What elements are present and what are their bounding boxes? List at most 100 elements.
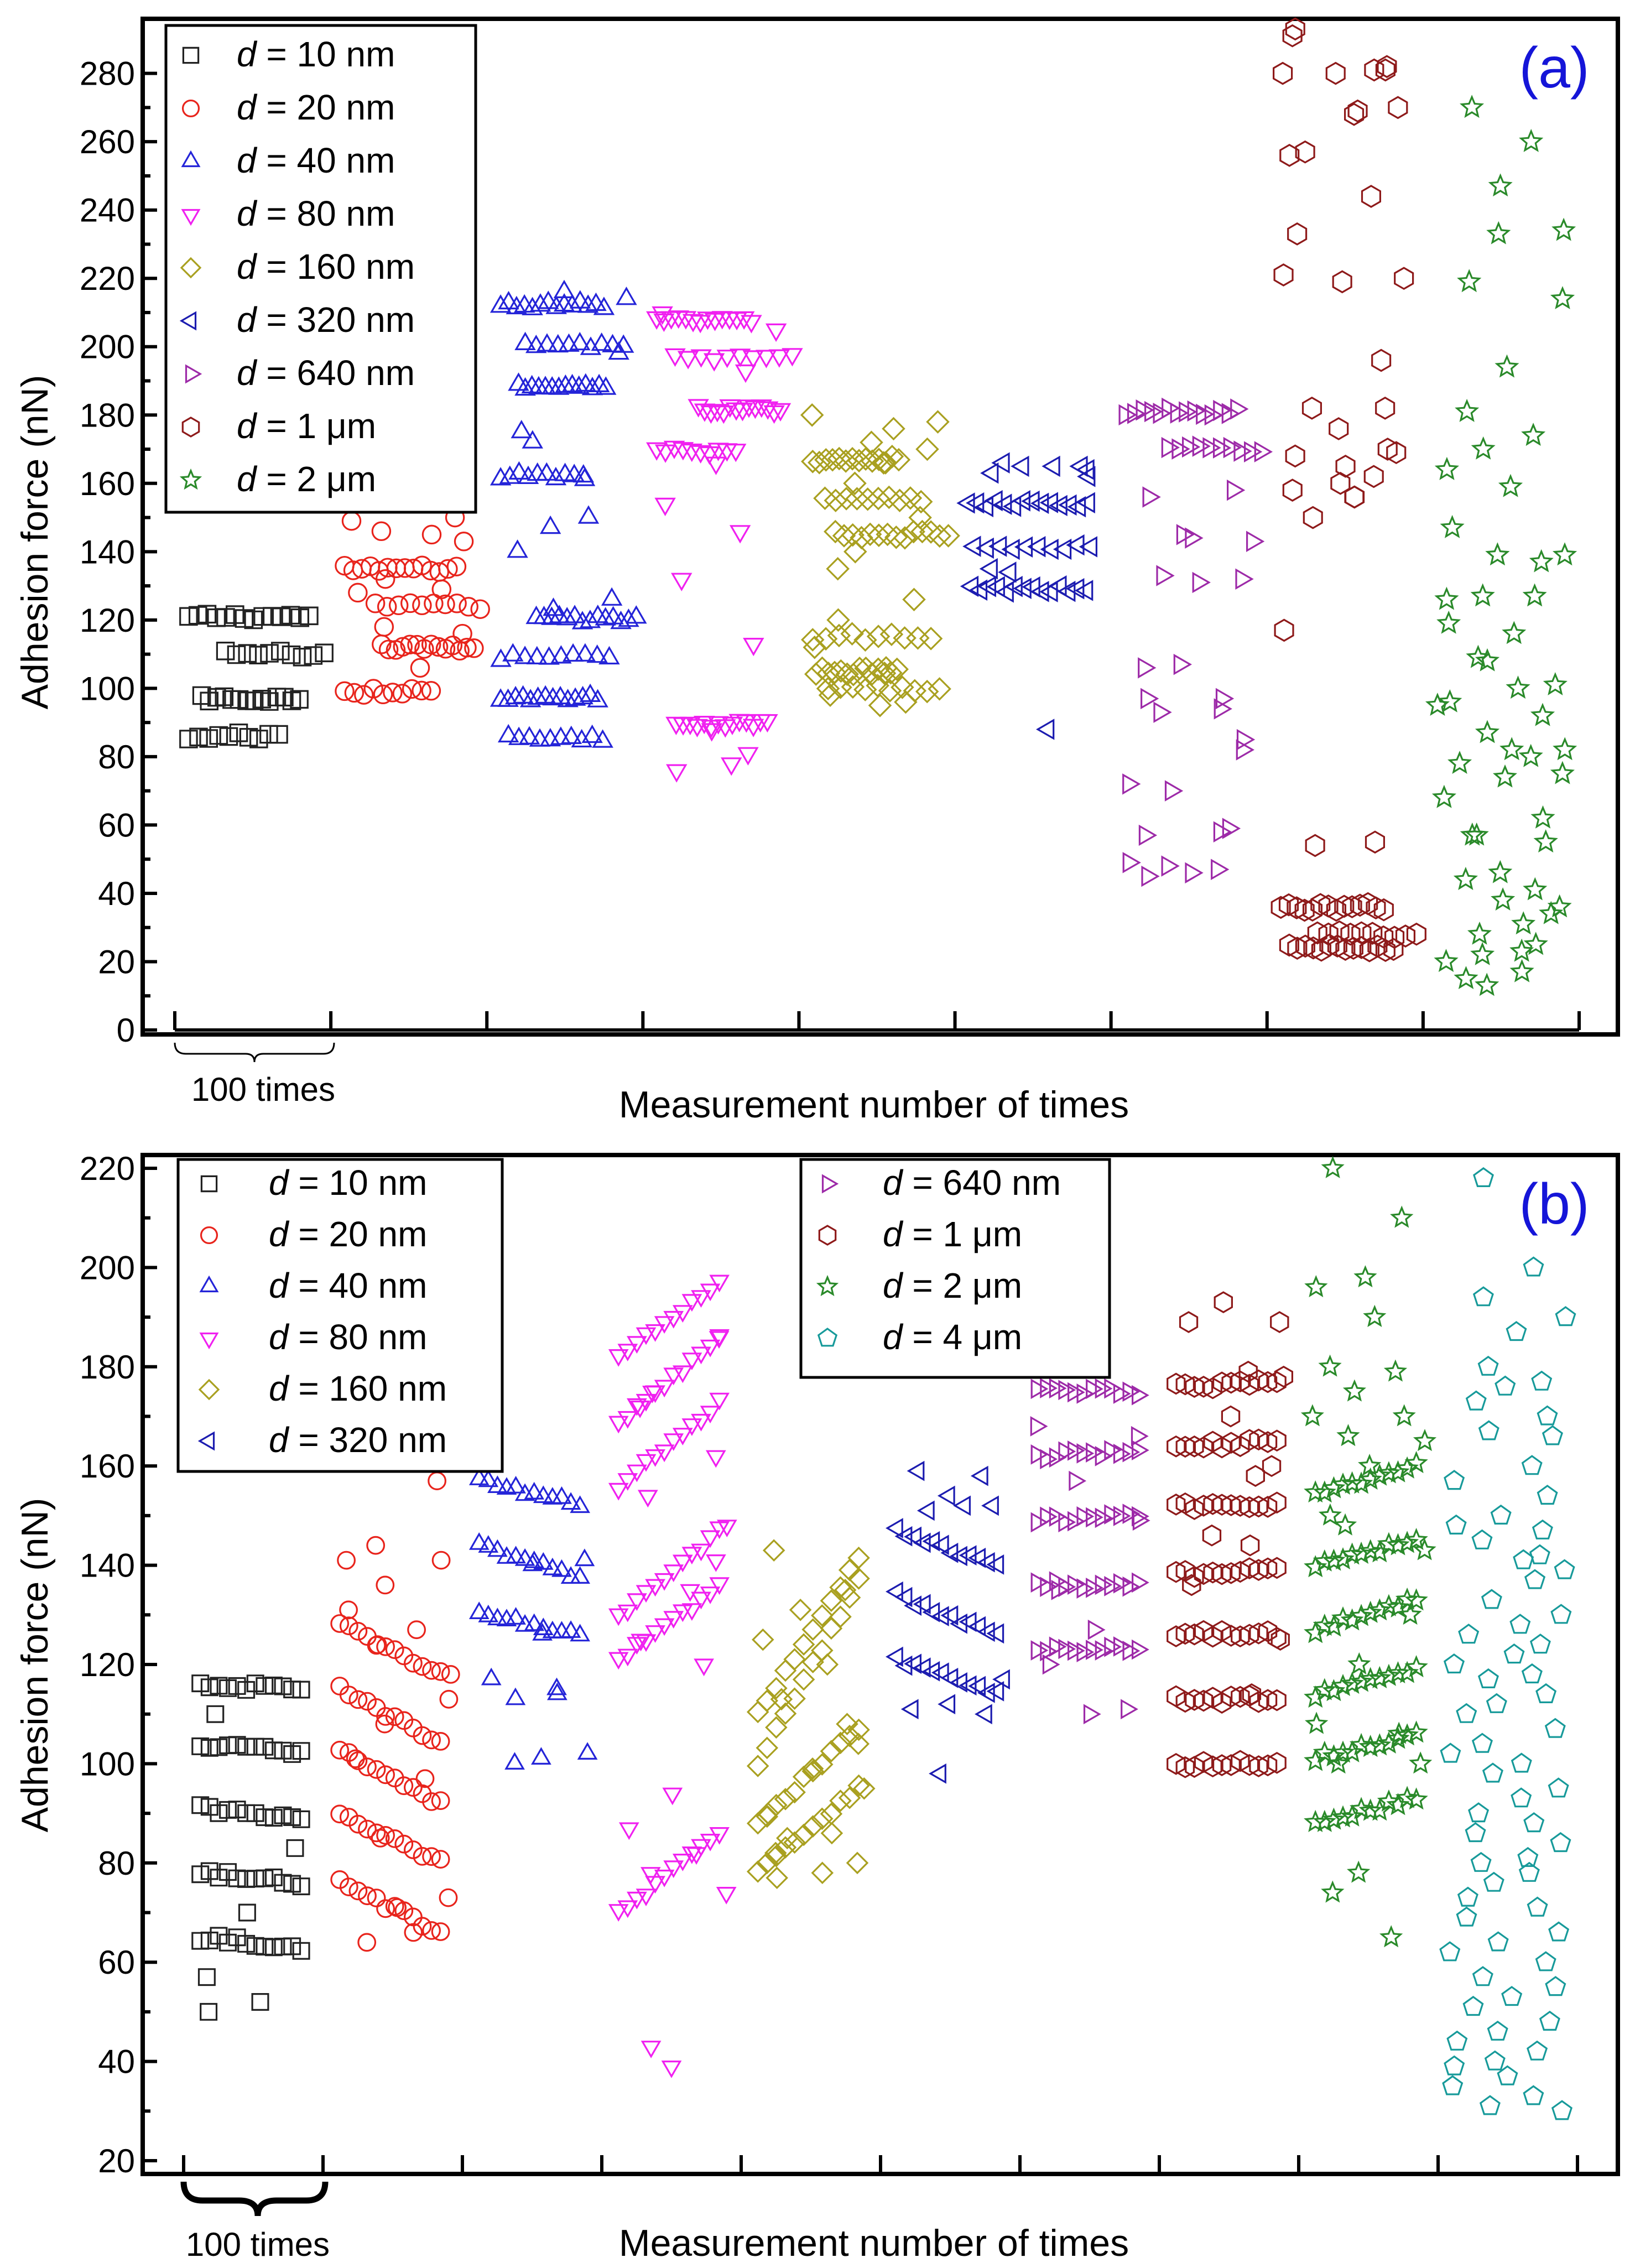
y-tick-label: 140 — [80, 1547, 135, 1584]
data-point — [915, 679, 939, 704]
data-point — [627, 1336, 647, 1354]
legend-marker — [818, 1225, 837, 1246]
data-point — [271, 642, 290, 660]
data-point — [645, 1625, 665, 1643]
data-point — [884, 526, 908, 549]
legend-item: d = 2 μm — [816, 1266, 1022, 1305]
data-point — [1344, 102, 1365, 126]
data-point — [339, 1686, 358, 1705]
data-point — [931, 1606, 949, 1626]
data-point — [1322, 1476, 1346, 1499]
data-point — [283, 1745, 301, 1763]
data-point — [1548, 1777, 1569, 1798]
data-point — [686, 1847, 707, 1865]
data-point — [1122, 1504, 1141, 1524]
data-point — [368, 1635, 387, 1655]
data-point — [1479, 2095, 1501, 2115]
data-point — [210, 1677, 228, 1695]
legend-marker — [181, 150, 201, 168]
data-point — [691, 1346, 711, 1365]
data-point — [335, 681, 355, 701]
data-point — [264, 1741, 283, 1760]
data-point — [681, 1547, 702, 1565]
data-point — [1509, 1614, 1531, 1634]
y-tick-label: 20 — [98, 2142, 135, 2179]
data-point — [431, 1731, 450, 1751]
data-point — [1212, 1563, 1232, 1585]
data-point — [1333, 1513, 1357, 1536]
data-point — [746, 1700, 769, 1724]
data-point — [1409, 1751, 1433, 1774]
data-point — [1053, 538, 1072, 560]
data-point — [672, 1428, 693, 1445]
data-point — [950, 1613, 967, 1634]
data-point — [1498, 474, 1523, 497]
data-point — [1167, 1625, 1186, 1647]
data-point — [886, 1646, 903, 1667]
data-point — [608, 341, 629, 360]
data-point — [1395, 1661, 1419, 1683]
data-point — [915, 437, 939, 461]
data-point — [1533, 829, 1558, 853]
data-point — [610, 610, 632, 630]
data-point — [1471, 1529, 1493, 1549]
data-point — [926, 410, 950, 434]
data-point — [1413, 1429, 1437, 1452]
data-point — [829, 1605, 852, 1628]
data-point — [1238, 1360, 1258, 1383]
data-point — [1013, 578, 1032, 599]
data-point — [1523, 2085, 1544, 2105]
data-point — [1386, 1533, 1410, 1556]
data-point — [447, 594, 467, 613]
data-point — [1040, 1449, 1058, 1470]
series-9 — [1439, 1167, 1576, 2120]
data-point — [1185, 1689, 1204, 1711]
data-point — [868, 694, 892, 717]
data-point — [1523, 1256, 1544, 1277]
y-tick-label: 220 — [80, 260, 135, 297]
data-point — [591, 332, 612, 351]
data-point — [348, 1751, 368, 1770]
data-point — [977, 1621, 995, 1642]
legend-label: d = 640 nm — [237, 353, 415, 393]
data-point — [1040, 1577, 1058, 1597]
data-point — [281, 606, 300, 625]
data-point — [1030, 1640, 1049, 1661]
data-point — [200, 1862, 218, 1880]
data-point — [1377, 55, 1397, 79]
data-point — [617, 1344, 638, 1361]
data-point — [1434, 456, 1459, 480]
data-point — [577, 1742, 598, 1760]
data-point — [789, 1599, 812, 1621]
data-point — [1203, 1625, 1222, 1648]
data-point — [1258, 1689, 1278, 1712]
data-point — [1527, 2040, 1548, 2061]
data-point — [1304, 1749, 1327, 1771]
data-point — [421, 681, 441, 701]
data-point — [1325, 61, 1346, 85]
data-point — [524, 1613, 545, 1631]
data-point — [228, 1677, 246, 1695]
data-point — [1153, 701, 1172, 723]
data-point — [330, 1740, 350, 1760]
data-point — [517, 465, 539, 484]
data-point — [1214, 1291, 1233, 1313]
data-point — [1185, 1623, 1204, 1646]
data-point — [1550, 1832, 1571, 1853]
data-point — [709, 1392, 730, 1411]
data-point — [199, 729, 218, 748]
data-point — [645, 1324, 665, 1342]
data-point — [216, 608, 235, 627]
data-point — [1167, 1435, 1186, 1458]
legend-label: d = 40 nm — [237, 141, 395, 180]
data-point — [1321, 1880, 1345, 1903]
data-point — [907, 1460, 925, 1481]
data-point — [627, 1398, 647, 1416]
data-point — [617, 1411, 638, 1429]
data-point — [1164, 780, 1184, 802]
data-point — [811, 1807, 834, 1830]
data-point — [1113, 1383, 1131, 1404]
data-point — [569, 290, 591, 309]
data-point — [988, 535, 1007, 557]
legend-item: d = 2 μm — [179, 459, 376, 499]
